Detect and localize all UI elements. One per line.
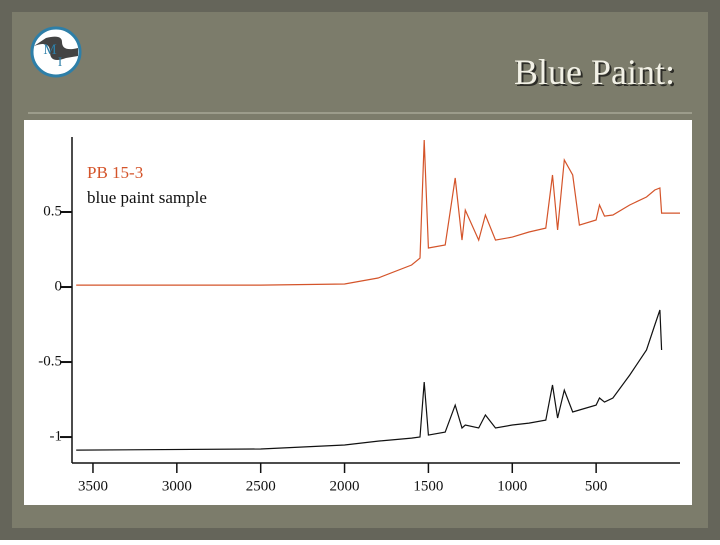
y-tick-label: -0.5 bbox=[38, 353, 62, 369]
x-tick-label: 3000 bbox=[162, 478, 192, 494]
logo-letter: I bbox=[58, 54, 62, 69]
chart-title: Blue Paint: bbox=[514, 52, 675, 92]
annotation: blue paint sample bbox=[87, 188, 207, 207]
title-shadow: Blue Paint: bbox=[516, 54, 677, 94]
x-tick-label: 500 bbox=[585, 478, 608, 494]
logo-letter: M bbox=[43, 42, 56, 58]
spectrum-line bbox=[76, 139, 680, 286]
plot-background bbox=[24, 120, 692, 505]
logo: M I bbox=[30, 26, 82, 78]
logo-swoosh bbox=[34, 36, 78, 60]
x-tick-label: 3500 bbox=[78, 478, 108, 494]
y-tick-label: -1 bbox=[50, 428, 63, 444]
x-tick-label: 2000 bbox=[330, 478, 360, 494]
spectrum-line bbox=[76, 309, 663, 451]
x-tick-label: 1500 bbox=[413, 478, 443, 494]
x-tick-label: 1000 bbox=[497, 478, 527, 494]
y-tick-label: 0.5 bbox=[43, 203, 62, 219]
y-tick-label: 0 bbox=[55, 278, 63, 294]
annotation: PB 15-3 bbox=[87, 163, 143, 182]
x-tick-label: 2500 bbox=[246, 478, 276, 494]
